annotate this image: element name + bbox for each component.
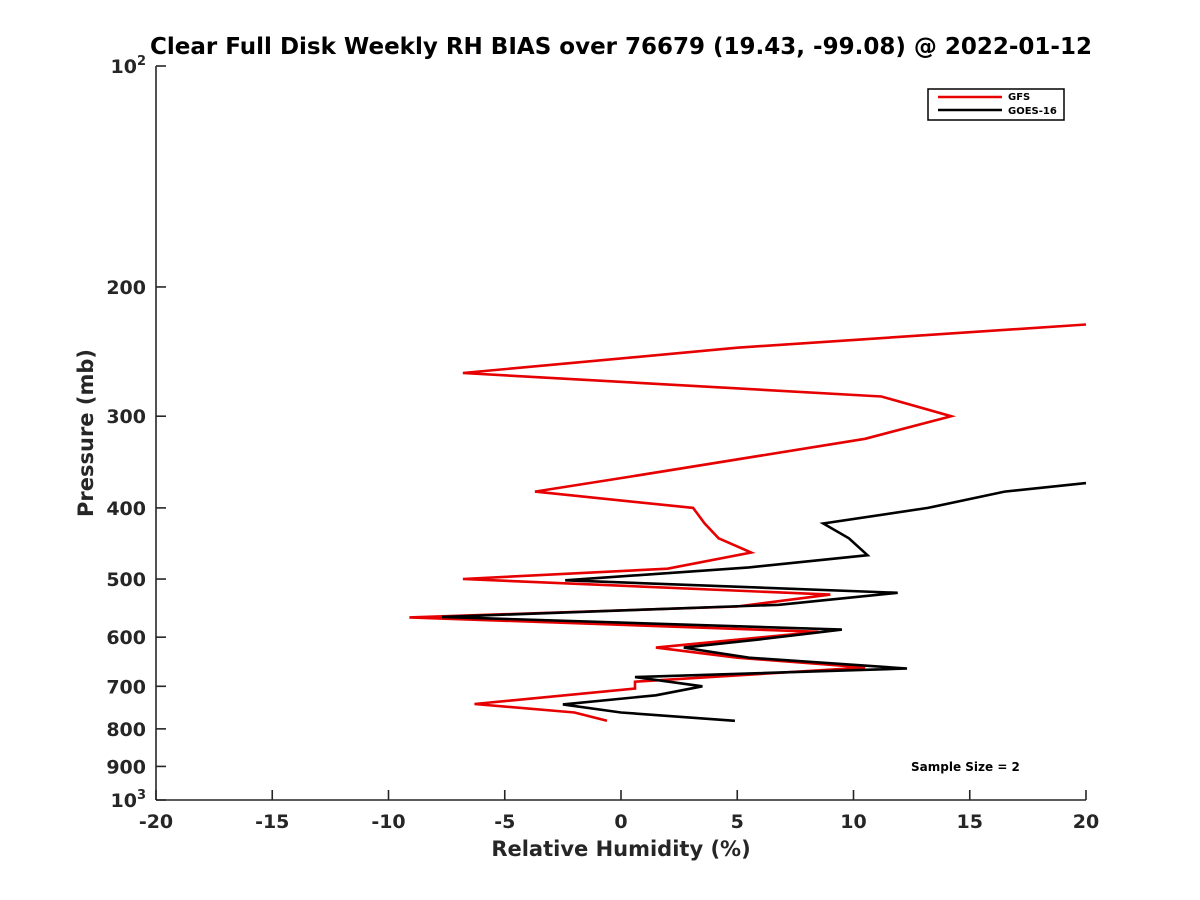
x-tick-label: -5 — [494, 811, 515, 833]
x-tick-label: 15 — [957, 811, 983, 833]
x-tick-label: 0 — [614, 811, 627, 833]
y-tick-label: 200 — [106, 277, 146, 299]
y-tick-label: 600 — [106, 627, 146, 649]
legend-label-gfs: GFS — [1008, 92, 1030, 103]
y-tick-base: 10 — [111, 790, 137, 812]
x-tick-label: 10 — [840, 811, 866, 833]
y-tick-label: 800 — [106, 719, 146, 741]
y-axis-label: Pressure (mb) — [74, 349, 98, 517]
y-tick-label: 102 — [111, 54, 147, 78]
x-tick-label: -10 — [371, 811, 405, 833]
y-tick-label: 900 — [106, 756, 146, 778]
y-tick-label: 300 — [106, 406, 146, 428]
series-layer — [409, 323, 1087, 723]
x-axis-label: Relative Humidity (%) — [491, 837, 750, 861]
series-line-goes16 — [441, 481, 1087, 723]
x-ticks: -20 -15 -10 -5 0 5 10 15 20 — [139, 790, 1099, 833]
series-line-gfs — [409, 323, 1087, 723]
legend-label-goes16: GOES-16 — [1008, 106, 1057, 117]
x-tick-label: -15 — [255, 811, 289, 833]
y-tick-exponent: 2 — [137, 54, 146, 69]
x-tick-label: -20 — [139, 811, 173, 833]
legend: GFS GOES-16 — [927, 88, 1065, 121]
sample-size-note: Sample Size = 2 — [911, 760, 1020, 774]
y-tick-label: 400 — [106, 498, 146, 520]
y-tick-label: 500 — [106, 569, 146, 591]
x-tick-label: 20 — [1073, 811, 1099, 833]
y-tick-base: 10 — [111, 56, 137, 78]
y-tick-exponent: 3 — [137, 788, 146, 803]
x-tick-label: 5 — [731, 811, 744, 833]
legend-box — [927, 88, 1065, 121]
chart-title: Clear Full Disk Weekly RH BIAS over 7667… — [150, 34, 1092, 60]
y-tick-label: 103 — [111, 788, 147, 812]
y-tick-label: 700 — [106, 676, 146, 698]
